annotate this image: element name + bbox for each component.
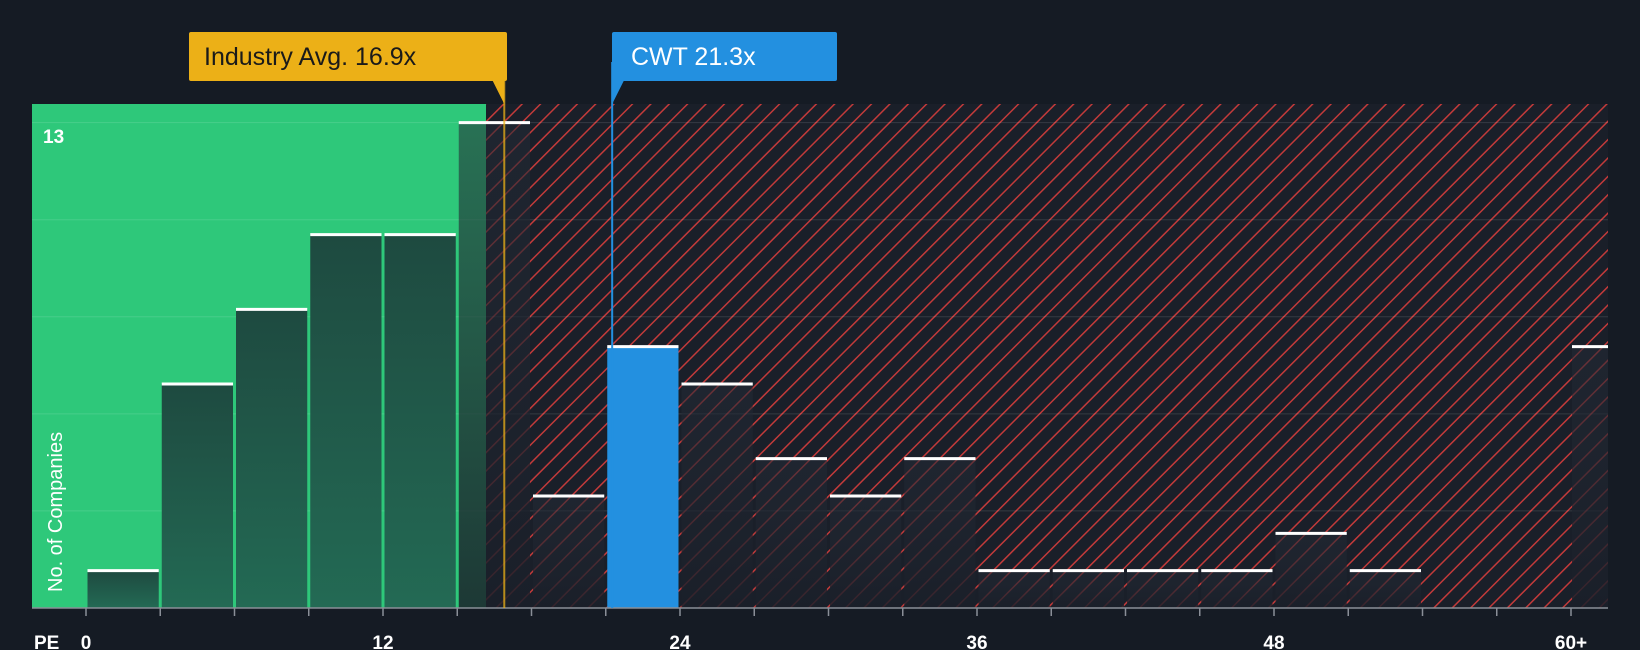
company-pe-callout bbox=[612, 32, 837, 81]
company-bar bbox=[607, 346, 679, 608]
histogram-bar bbox=[904, 458, 976, 608]
histogram-bar bbox=[87, 570, 159, 608]
callouts: Industry Avg. 16.9x CWT 21.3x bbox=[189, 32, 837, 608]
company-callout-pointer bbox=[612, 80, 625, 104]
bars bbox=[87, 121, 1608, 609]
histogram-bar bbox=[978, 570, 1050, 608]
histogram-bar bbox=[458, 122, 530, 609]
x-tick-label: 48 bbox=[1263, 633, 1284, 650]
histogram-bar bbox=[1572, 346, 1608, 608]
industry-average-label: Industry Avg. 16.9x bbox=[204, 43, 417, 71]
histogram-bar bbox=[1201, 570, 1273, 608]
x-tick-label: 60+ bbox=[1555, 633, 1587, 650]
y-axis-label: No. of Companies bbox=[45, 432, 67, 592]
x-tick-label: 12 bbox=[372, 633, 393, 650]
industry-average-callout bbox=[189, 32, 507, 81]
histogram-bar bbox=[310, 234, 382, 608]
histogram-bar bbox=[1349, 570, 1421, 608]
histogram-bar bbox=[161, 384, 233, 608]
x-tick-label: 0 bbox=[81, 633, 92, 650]
histogram-bar bbox=[1127, 570, 1199, 608]
histogram-bar bbox=[236, 309, 308, 608]
histogram-bar bbox=[384, 234, 456, 608]
x-tick-label: 36 bbox=[966, 633, 987, 650]
histogram-bar bbox=[533, 496, 605, 608]
industry-callout-pointer bbox=[492, 80, 505, 104]
company-pe-label: CWT 21.3x bbox=[631, 43, 756, 71]
histogram-bar bbox=[755, 458, 827, 608]
histogram-bar bbox=[1052, 570, 1124, 608]
histogram-bar bbox=[1275, 533, 1347, 608]
x-axis-title: PE bbox=[34, 633, 59, 650]
histogram-bar bbox=[830, 496, 902, 608]
histogram-bar bbox=[681, 384, 753, 608]
y-max-label: 13 bbox=[43, 127, 64, 148]
x-axis-ticks: 0 12 24 36 48 60+ bbox=[81, 608, 1587, 650]
x-tick-label: 24 bbox=[669, 633, 691, 650]
